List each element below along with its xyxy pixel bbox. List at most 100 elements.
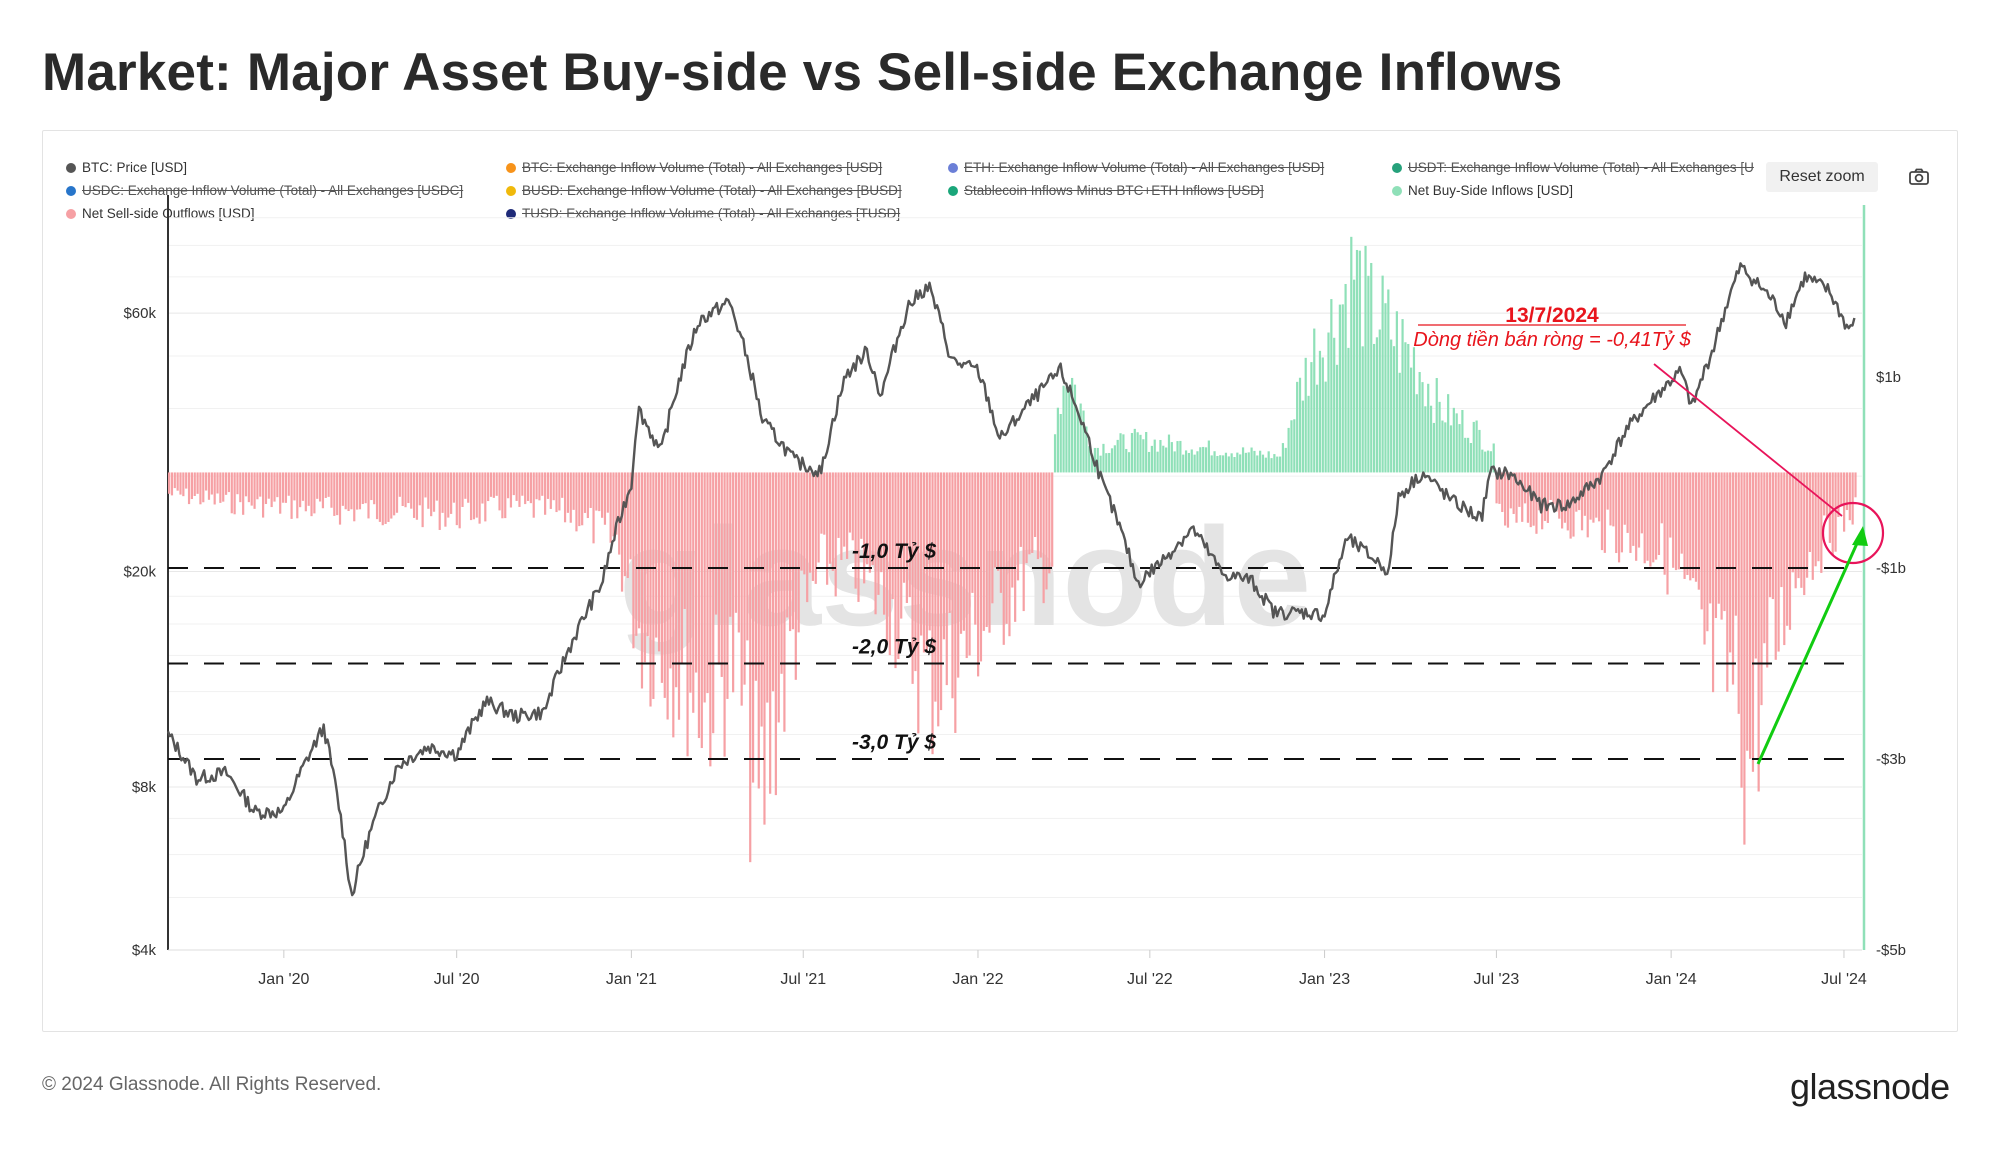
- x-tick-label: Jul '21: [780, 971, 826, 988]
- y-right-tick-label: $1b: [1876, 369, 1901, 386]
- legend-dot: [948, 162, 958, 173]
- buy-side-bar: [1267, 451, 1270, 473]
- buy-side-bar: [1233, 457, 1236, 473]
- buy-side-bar: [1239, 454, 1242, 473]
- buy-side-bar: [1367, 275, 1370, 473]
- sell-side-bar: [1612, 472, 1615, 527]
- sell-side-bar: [760, 472, 763, 727]
- sell-side-bar: [458, 472, 461, 529]
- legend-dot: [506, 162, 516, 173]
- buy-side-bar: [1432, 422, 1436, 473]
- sell-side-bar: [669, 472, 672, 669]
- sell-side-bar: [766, 472, 769, 703]
- sell-side-bar: [686, 472, 689, 757]
- sell-side-bar: [1008, 472, 1011, 637]
- sell-side-bar: [1598, 472, 1601, 522]
- buy-side-bar: [1304, 357, 1307, 473]
- sell-side-bar: [581, 472, 584, 526]
- sell-side-bar: [1526, 472, 1530, 523]
- buy-side-bar: [1167, 434, 1171, 473]
- sell-side-bar: [572, 472, 575, 510]
- sell-side-bar: [467, 472, 470, 503]
- sell-side-bar: [321, 472, 325, 509]
- reset-zoom-button[interactable]: Reset zoom: [1766, 162, 1878, 192]
- sell-side-bar: [185, 472, 188, 489]
- sell-side-bar: [786, 472, 789, 618]
- sell-side-bar: [176, 472, 179, 491]
- sell-side-bar: [170, 472, 174, 496]
- buy-side-bar: [1125, 448, 1128, 473]
- buy-side-bar: [1287, 427, 1290, 473]
- buy-side-bar: [1281, 443, 1285, 473]
- sell-side-bar: [706, 472, 709, 694]
- sell-side-bar: [700, 472, 703, 749]
- sell-side-bar: [968, 472, 971, 656]
- buy-side-bar: [1296, 381, 1299, 473]
- buy-side-bar: [1056, 407, 1059, 473]
- sell-side-bar: [1677, 472, 1680, 570]
- legend-label: USDT: Exchange Inflow Volume (Total) - A…: [1408, 160, 1754, 175]
- sell-side-bar: [532, 472, 535, 518]
- legend-item-stablecoin-minus[interactable]: Stablecoin Inflows Minus BTC+ETH Inflows…: [948, 183, 1264, 198]
- sell-side-bar: [880, 472, 883, 573]
- buy-side-bar: [1165, 447, 1168, 473]
- sell-side-bar: [418, 472, 421, 506]
- sell-side-bar: [1563, 472, 1567, 523]
- sell-side-bar: [1783, 472, 1786, 646]
- sell-side-bar: [897, 472, 900, 660]
- buy-side-bar: [1105, 453, 1108, 473]
- sell-side-bar: [1743, 472, 1746, 845]
- buy-side-bar: [1424, 406, 1427, 473]
- sell-side-bar: [991, 472, 994, 604]
- sell-side-bar: [575, 472, 578, 532]
- buy-side-bar: [1173, 451, 1176, 473]
- buy-side-bar: [1438, 401, 1441, 473]
- sell-side-bar: [495, 472, 498, 496]
- btc-price-line: [166, 262, 1856, 897]
- buy-side-bar: [1273, 454, 1276, 473]
- legend-item-usdt-inflow[interactable]: USDT: Exchange Inflow Volume (Total) - A…: [1392, 160, 1754, 175]
- legend-item-eth-inflow[interactable]: ETH: Exchange Inflow Volume (Total) - Al…: [948, 160, 1324, 175]
- legend-item-busd-inflow[interactable]: BUSD: Exchange Inflow Volume (Total) - A…: [506, 183, 902, 198]
- sell-side-bar: [1706, 472, 1709, 632]
- sell-side-bar: [361, 472, 364, 505]
- camera-icon[interactable]: [1908, 166, 1930, 188]
- buy-side-bar: [1227, 456, 1230, 473]
- legend-item-net-buy-side[interactable]: Net Buy-Side Inflows [USD]: [1392, 183, 1573, 198]
- sell-side-bar: [509, 472, 513, 508]
- legend-item-btc-price[interactable]: BTC: Price [USD]: [66, 160, 187, 175]
- sell-side-bar: [1848, 472, 1851, 521]
- sell-side-bar: [820, 472, 823, 534]
- buy-side-bar: [1108, 452, 1111, 473]
- sell-side-bar: [828, 472, 832, 564]
- buy-side-bar: [1085, 426, 1088, 473]
- legend-item-usdc-inflow[interactable]: USDC: Exchange Inflow Volume (Total) - A…: [66, 183, 463, 198]
- reference-level-label: -2,0 Tỷ $: [852, 635, 936, 658]
- sell-side-bar: [1845, 472, 1849, 511]
- sell-side-bar: [1495, 472, 1498, 504]
- sell-side-bar: [387, 472, 390, 522]
- sell-side-bar: [606, 472, 609, 513]
- buy-side-bar: [1410, 367, 1413, 473]
- sell-side-bar: [1025, 472, 1028, 564]
- legend-dot: [506, 208, 516, 219]
- x-tick-label: Jan '24: [1646, 971, 1697, 988]
- sell-side-bar: [1777, 472, 1780, 652]
- sell-side-bar: [1549, 472, 1552, 500]
- sell-side-bar: [632, 472, 635, 649]
- sell-side-bar: [1515, 472, 1518, 523]
- buy-side-bar: [1222, 455, 1225, 473]
- sell-side-bar: [806, 472, 809, 603]
- sell-side-bar: [1768, 472, 1772, 598]
- sell-side-bar: [1794, 472, 1797, 589]
- buy-side-bar: [1253, 450, 1256, 473]
- sell-side-bar: [1643, 472, 1646, 564]
- sell-side-bar: [1803, 472, 1806, 596]
- legend-item-btc-inflow[interactable]: BTC: Exchange Inflow Volume (Total) - Al…: [506, 160, 882, 175]
- sell-side-bar: [1788, 472, 1792, 630]
- buy-side-bar: [1324, 381, 1327, 473]
- sell-side-bar: [726, 472, 729, 699]
- sell-side-bar: [1840, 472, 1843, 507]
- sell-side-bar: [279, 472, 282, 514]
- page-title: Market: Major Asset Buy-side vs Sell-sid…: [42, 43, 1563, 102]
